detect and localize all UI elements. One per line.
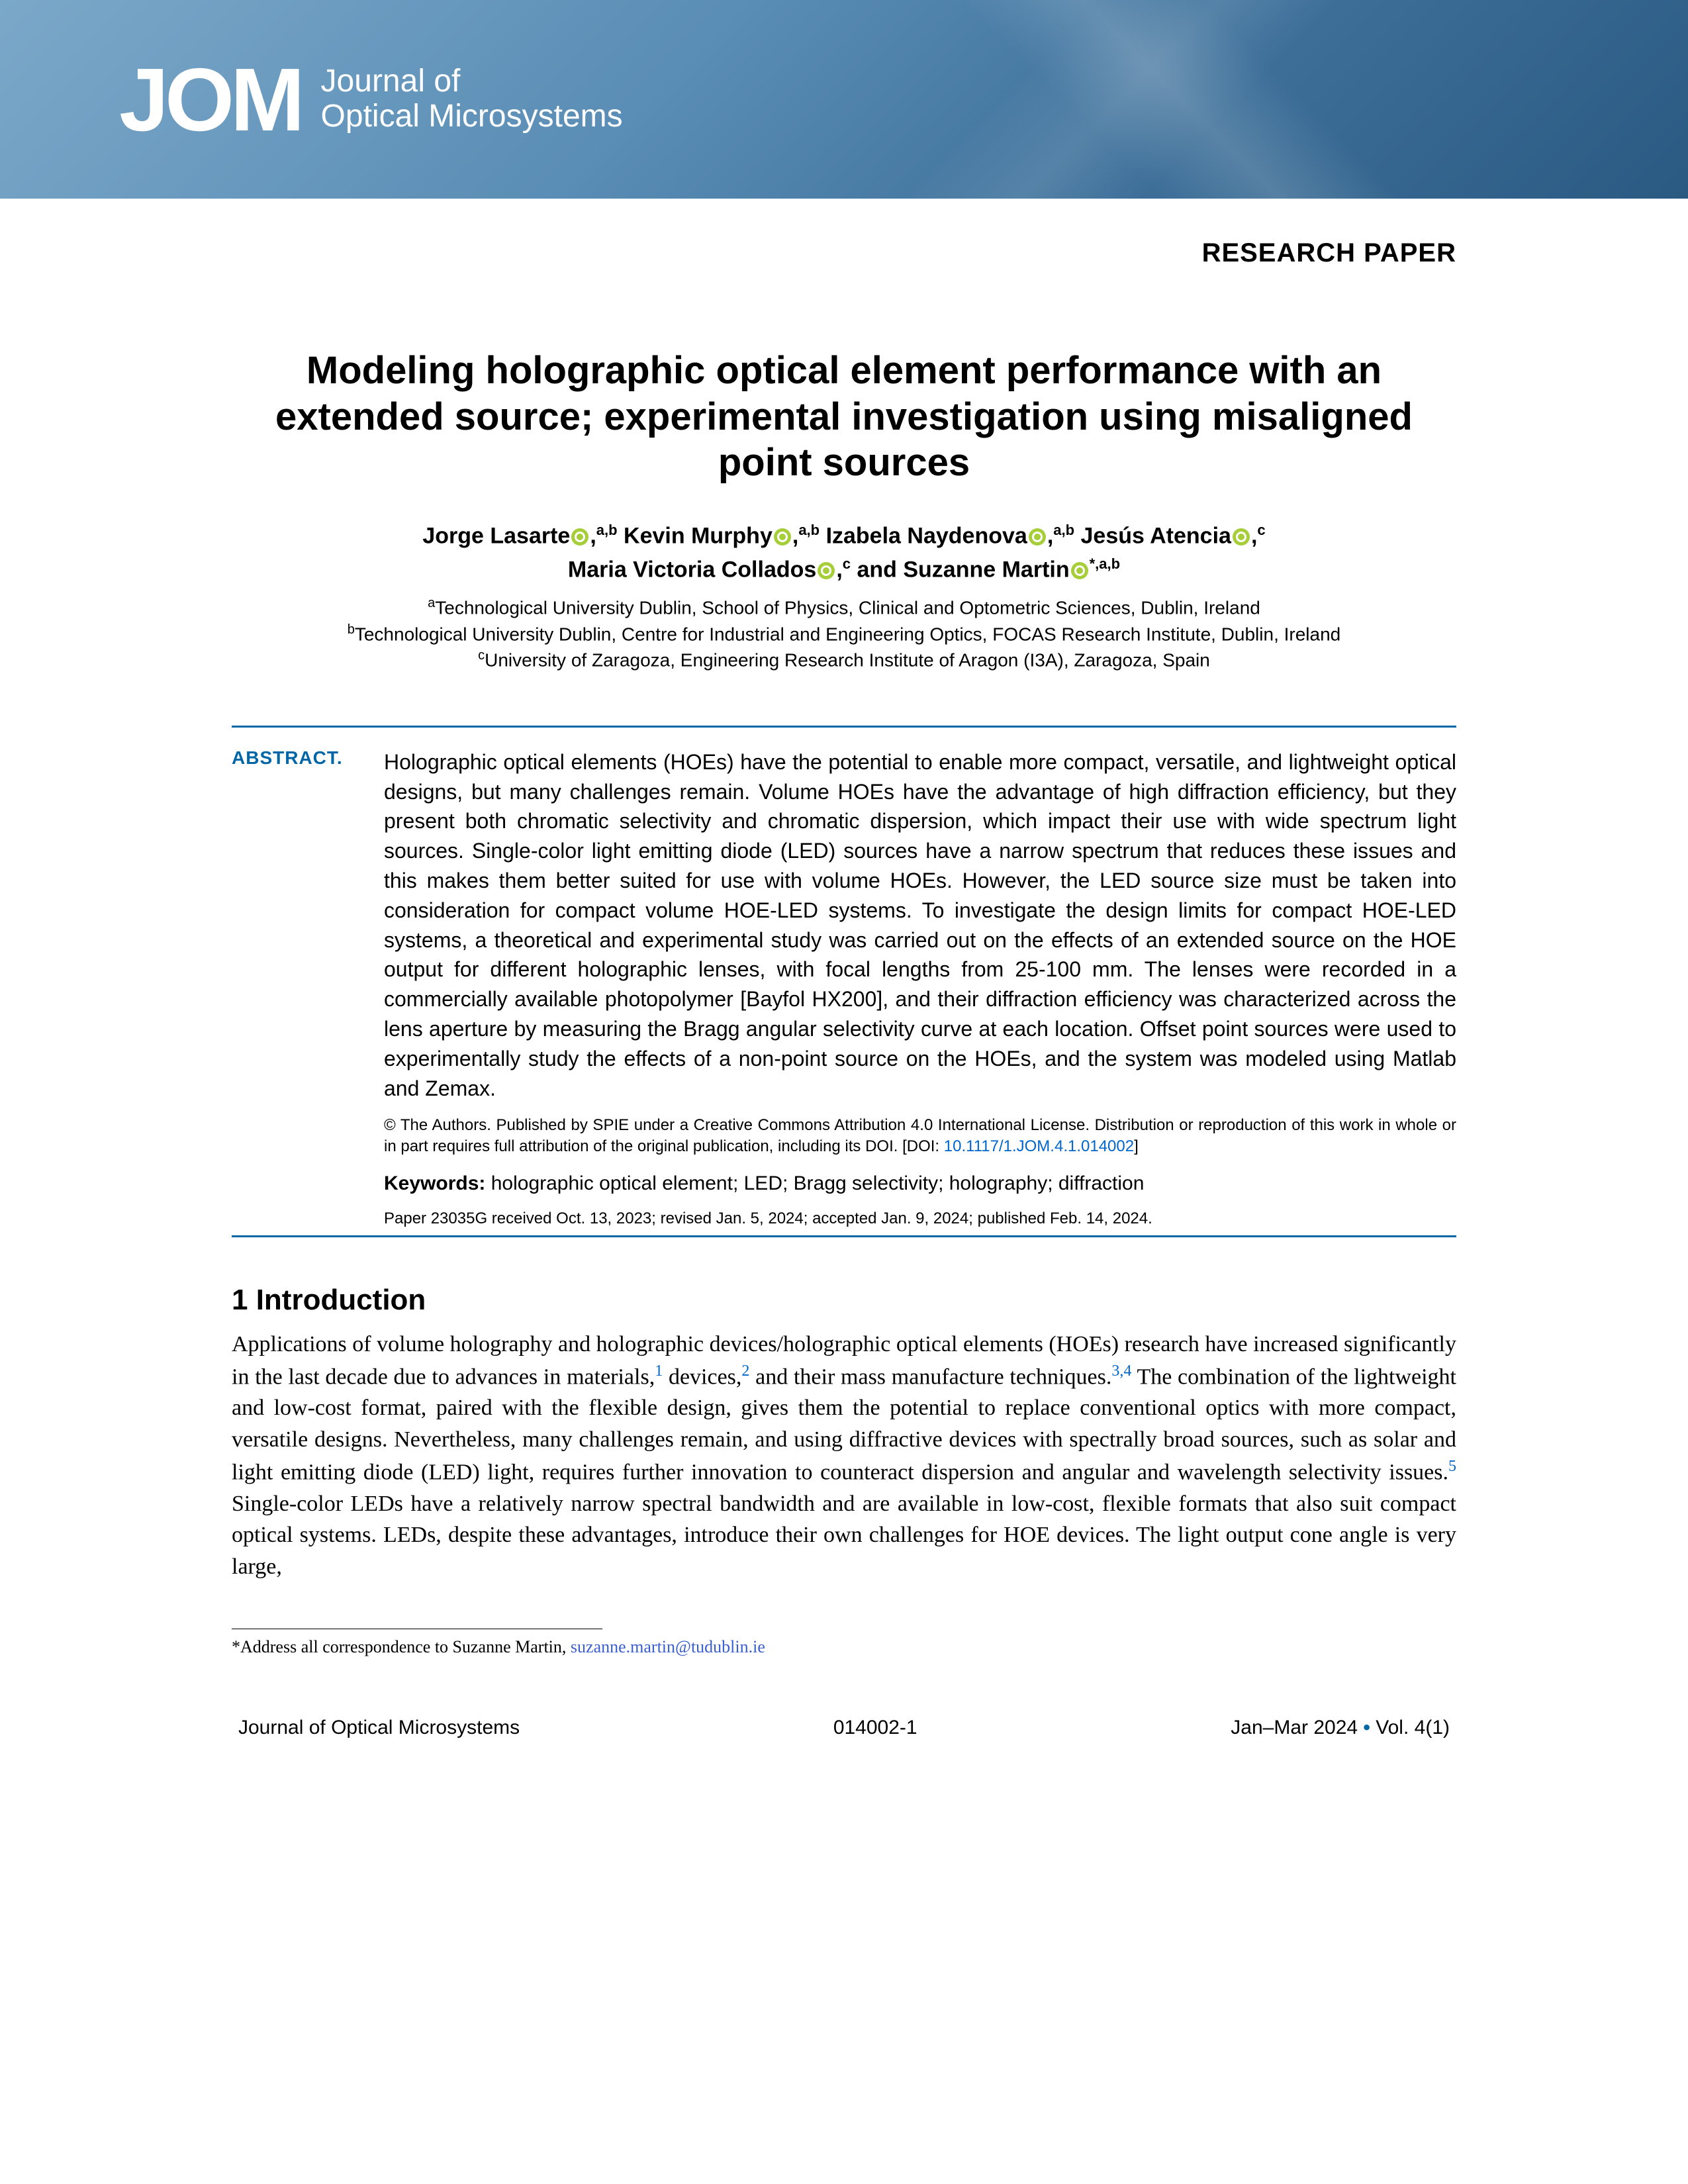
orcid-icon[interactable]	[1029, 528, 1046, 546]
author-list: Jorge Lasarte,a,b Kevin Murphy,a,b Izabe…	[232, 519, 1456, 587]
paper-dates: Paper 23035G received Oct. 13, 2023; rev…	[384, 1208, 1456, 1229]
intro-paragraph: Applications of volume holography and ho…	[232, 1329, 1456, 1582]
divider	[232, 726, 1456, 728]
author-affil: c	[843, 555, 851, 572]
author-affil: *,a,b	[1090, 555, 1120, 572]
abstract-block: ABSTRACT. Holographic optical elements (…	[232, 747, 1456, 1229]
license-text: © The Authors. Published by SPIE under a…	[384, 1115, 1456, 1156]
page-content: RESEARCH PAPER Modeling holographic opti…	[0, 199, 1688, 1792]
author-name: Jesús Atencia	[1081, 523, 1231, 548]
keywords-text: holographic optical element; LED; Bragg …	[491, 1172, 1145, 1194]
banner-line2: Optical Microsystems	[321, 99, 623, 134]
footer-journal: Journal of Optical Microsystems	[238, 1717, 520, 1739]
author-affil: a,b	[596, 522, 618, 538]
citation-ref[interactable]: 2	[741, 1362, 749, 1380]
banner-abbrev: JOM	[119, 55, 301, 144]
article-title: Modeling holographic optical element per…	[271, 348, 1417, 486]
paper-type-label: RESEARCH PAPER	[232, 238, 1456, 268]
orcid-icon[interactable]	[1233, 528, 1250, 546]
affiliations: aTechnological University Dublin, School…	[232, 594, 1456, 672]
citation-ref[interactable]: 5	[1448, 1458, 1456, 1475]
footer-pageid: 014002-1	[833, 1717, 917, 1739]
page-footer: Journal of Optical Microsystems 014002-1…	[232, 1717, 1456, 1739]
orcid-icon[interactable]	[1071, 562, 1088, 579]
author-name: Suzanne Martin	[903, 557, 1069, 582]
orcid-icon[interactable]	[774, 528, 791, 546]
orcid-icon[interactable]	[571, 528, 588, 546]
keywords-block: Keywords: holographic optical element; L…	[384, 1170, 1456, 1198]
banner-subtitle: Journal of Optical Microsystems	[321, 64, 623, 134]
author-name: Kevin Murphy	[624, 523, 773, 548]
abstract-text: Holographic optical elements (HOEs) have…	[384, 750, 1456, 1100]
footer-issue: Jan–Mar 2024 • Vol. 4(1)	[1231, 1717, 1450, 1739]
divider	[232, 1235, 1456, 1237]
affil-a: Technological University Dublin, School …	[435, 598, 1260, 618]
author-name: Maria Victoria Collados	[568, 557, 816, 582]
banner-line1: Journal of	[321, 64, 461, 99]
author-affil: c	[1257, 522, 1265, 538]
affil-b: Technological University Dublin, Centre …	[355, 624, 1340, 644]
journal-banner: JOM Journal of Optical Microsystems	[0, 0, 1688, 199]
keywords-label: Keywords:	[384, 1172, 485, 1194]
doi-link[interactable]: 10.1117/1.JOM.4.1.014002	[944, 1137, 1134, 1155]
email-link[interactable]: suzanne.martin@tudublin.ie	[571, 1637, 765, 1656]
bullet-icon: •	[1363, 1717, 1376, 1738]
orcid-icon[interactable]	[818, 562, 835, 579]
banner-logo: JOM Journal of Optical Microsystems	[119, 55, 623, 144]
section-heading: 1 Introduction	[232, 1284, 1456, 1317]
abstract-label: ABSTRACT.	[232, 747, 364, 1229]
corresponding-footnote: *Address all correspondence to Suzanne M…	[232, 1637, 1456, 1657]
citation-ref[interactable]: 3,4	[1111, 1362, 1131, 1380]
abstract-content: Holographic optical elements (HOEs) have…	[384, 747, 1456, 1229]
author-name: Jorge Lasarte	[422, 523, 570, 548]
author-name: Izabela Naydenova	[826, 523, 1027, 548]
citation-ref[interactable]: 1	[655, 1362, 663, 1380]
affil-c: University of Zaragoza, Engineering Rese…	[485, 649, 1210, 670]
author-affil: a,b	[798, 522, 820, 538]
author-affil: a,b	[1053, 522, 1074, 538]
